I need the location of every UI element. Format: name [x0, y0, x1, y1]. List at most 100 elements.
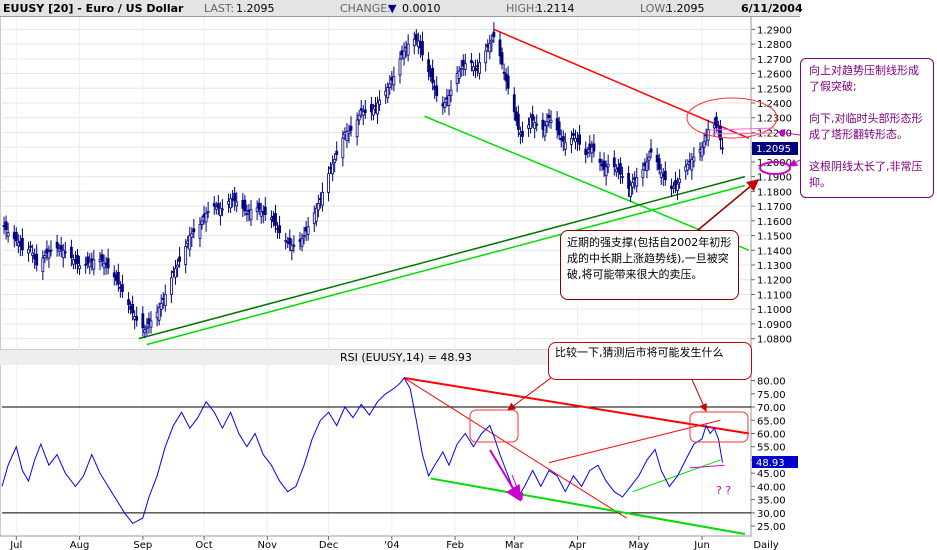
candle-body [314, 207, 318, 222]
candle-body [229, 198, 232, 209]
candle-body [288, 237, 292, 245]
candle-body [235, 201, 239, 207]
candle-body [578, 134, 581, 145]
x-tick-label: Dec [319, 540, 338, 550]
rsi-trend-line [548, 419, 721, 464]
rsi-y-tick-label: 60.00 [757, 429, 786, 440]
candle-body [557, 121, 561, 136]
rsi-y-tick-label: 45.00 [757, 469, 786, 480]
rsi-y-tick-label: 35.00 [757, 496, 786, 507]
candle-body [463, 63, 467, 70]
symbol-title: EUUSY [20] - Euro / US Dollar [3, 2, 184, 15]
candle-body [647, 156, 651, 161]
candle-body [341, 137, 345, 159]
candle-body [431, 67, 435, 84]
x-tick-label: Feb [446, 540, 464, 550]
candle-body [188, 235, 192, 250]
candle-body [243, 199, 247, 212]
last-value: 1.2095 [236, 2, 275, 15]
rsi-panel-frame [0, 349, 752, 537]
candle-body [412, 38, 416, 47]
rsi-y-tick-label: 65.00 [757, 416, 786, 427]
price-trend-line [138, 175, 746, 340]
candle-body [31, 252, 35, 256]
candle-body [116, 271, 120, 285]
high-value: 1.2114 [536, 2, 575, 15]
candle-body [645, 161, 649, 172]
candle-body [245, 213, 249, 215]
price-y-tick-label: 1.2200 [757, 128, 792, 139]
price-y-tick-label: 1.0800 [757, 335, 792, 346]
candle-body [398, 58, 402, 76]
rsi-trend-lines [403, 376, 750, 535]
candle-body [6, 232, 10, 237]
candle-body [145, 326, 149, 329]
candle-body [45, 248, 49, 254]
candle-body [349, 125, 353, 131]
candle-body [627, 172, 630, 189]
candle-body [59, 245, 63, 250]
change-down-icon: ▼ [388, 2, 397, 15]
candle-body [676, 183, 679, 191]
candle-body [563, 142, 567, 150]
candle-body [92, 259, 96, 270]
x-tick-label: May [628, 540, 649, 550]
rsi-box-marker-left [469, 409, 519, 443]
candle-body [700, 146, 704, 157]
candle-body [135, 316, 139, 321]
x-tick-label: Oct [195, 540, 212, 550]
price-y-tick-label: 1.1200 [757, 276, 792, 287]
last-label: LAST: [204, 2, 235, 15]
rsi-y-tick-label: 70.00 [757, 403, 786, 414]
candle-body [76, 254, 79, 265]
candle-body [35, 253, 39, 266]
candle-body [212, 203, 216, 207]
candle-body [49, 249, 53, 252]
price-trend-line [493, 28, 750, 140]
candle-body [69, 246, 73, 259]
chart-header: EUUSY [20] - Euro / US Dollar LAST: 1.20… [0, 0, 803, 17]
candle-body [629, 185, 633, 197]
candle-body [502, 71, 506, 74]
candle-body [263, 206, 267, 215]
candle-body [388, 83, 392, 88]
candle-body [692, 156, 696, 162]
candle-body [306, 226, 310, 235]
rsi-box-marker-right [689, 411, 749, 443]
candle-body [345, 131, 349, 141]
candle-body [631, 182, 635, 188]
candle-body [372, 108, 375, 116]
price-y-tick-label: 1.1000 [757, 305, 792, 316]
candle-body [635, 177, 639, 187]
candle-body [714, 116, 718, 128]
candle-body [392, 76, 396, 86]
price-y-tick-label: 1.1400 [757, 246, 792, 257]
candle-body [355, 119, 359, 138]
candle-body [347, 130, 351, 134]
candle-body [459, 68, 463, 71]
candle-body [572, 133, 575, 136]
x-tick-label: Mar [505, 540, 525, 550]
rsi-y-tick-label: 55.00 [757, 443, 786, 454]
candle-body [216, 203, 220, 208]
x-tick-label: Jun [693, 540, 710, 550]
header-date: 6/11/2004 [741, 2, 803, 15]
candle-body [586, 151, 590, 154]
candle-body [427, 59, 430, 72]
candle-body [421, 41, 424, 56]
price-y-tick-label: 1.2600 [757, 70, 792, 81]
candle-body [457, 70, 461, 79]
rsi-y-tick-label: 40.00 [757, 482, 786, 493]
rsi-arrow-left [507, 374, 556, 411]
candle-body [386, 87, 390, 99]
candle-body [102, 262, 106, 269]
price-y-tick-label: 1.1900 [757, 173, 792, 184]
candle-body [663, 170, 667, 180]
price-y-tick-label: 1.1700 [757, 202, 792, 213]
rsi-y-axis: 80.0075.0070.0065.0060.0055.0050.0045.00… [751, 377, 786, 533]
candle-body [335, 150, 339, 155]
candle-body [333, 158, 337, 163]
candle-body [529, 117, 533, 129]
candle-body [174, 268, 177, 278]
change-value: 0.0010 [402, 2, 441, 15]
